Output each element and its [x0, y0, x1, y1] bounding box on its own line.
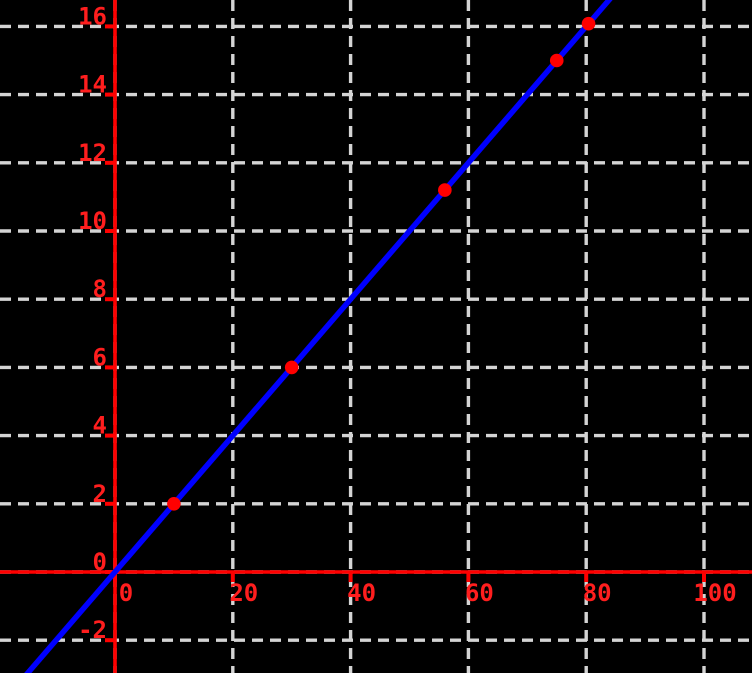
y-tick-label: 2 [93, 480, 107, 508]
data-point [549, 53, 564, 68]
y-tick-label: -2 [78, 616, 107, 644]
x-tick-label: 100 [693, 579, 736, 607]
y-tick-label: 16 [78, 2, 107, 30]
y-tick-label: 14 [78, 71, 107, 99]
data-point [581, 16, 596, 31]
axis-ticks [105, 24, 706, 643]
data-points [167, 16, 596, 511]
y-tick-label: 10 [78, 207, 107, 235]
x-tick-label: 40 [347, 579, 376, 607]
y-tick-label: 0 [93, 548, 107, 576]
x-tick-label: 80 [583, 579, 612, 607]
y-tick-label: 12 [78, 139, 107, 167]
data-point [167, 497, 181, 511]
x-tick-label: 20 [229, 579, 258, 607]
y-tick-label: 4 [93, 412, 107, 440]
data-point [284, 360, 299, 375]
y-tick-label: 8 [93, 275, 107, 303]
y-tick-label: 6 [93, 343, 107, 371]
tick-labels: 0 20 40 60 80 100 -2 0 2 4 6 8 10 12 14 16 [78, 2, 737, 644]
fit-line [24, 0, 613, 673]
x-tick-label: 0 [119, 579, 133, 607]
x-tick-label: 60 [465, 579, 494, 607]
data-point [438, 183, 452, 197]
